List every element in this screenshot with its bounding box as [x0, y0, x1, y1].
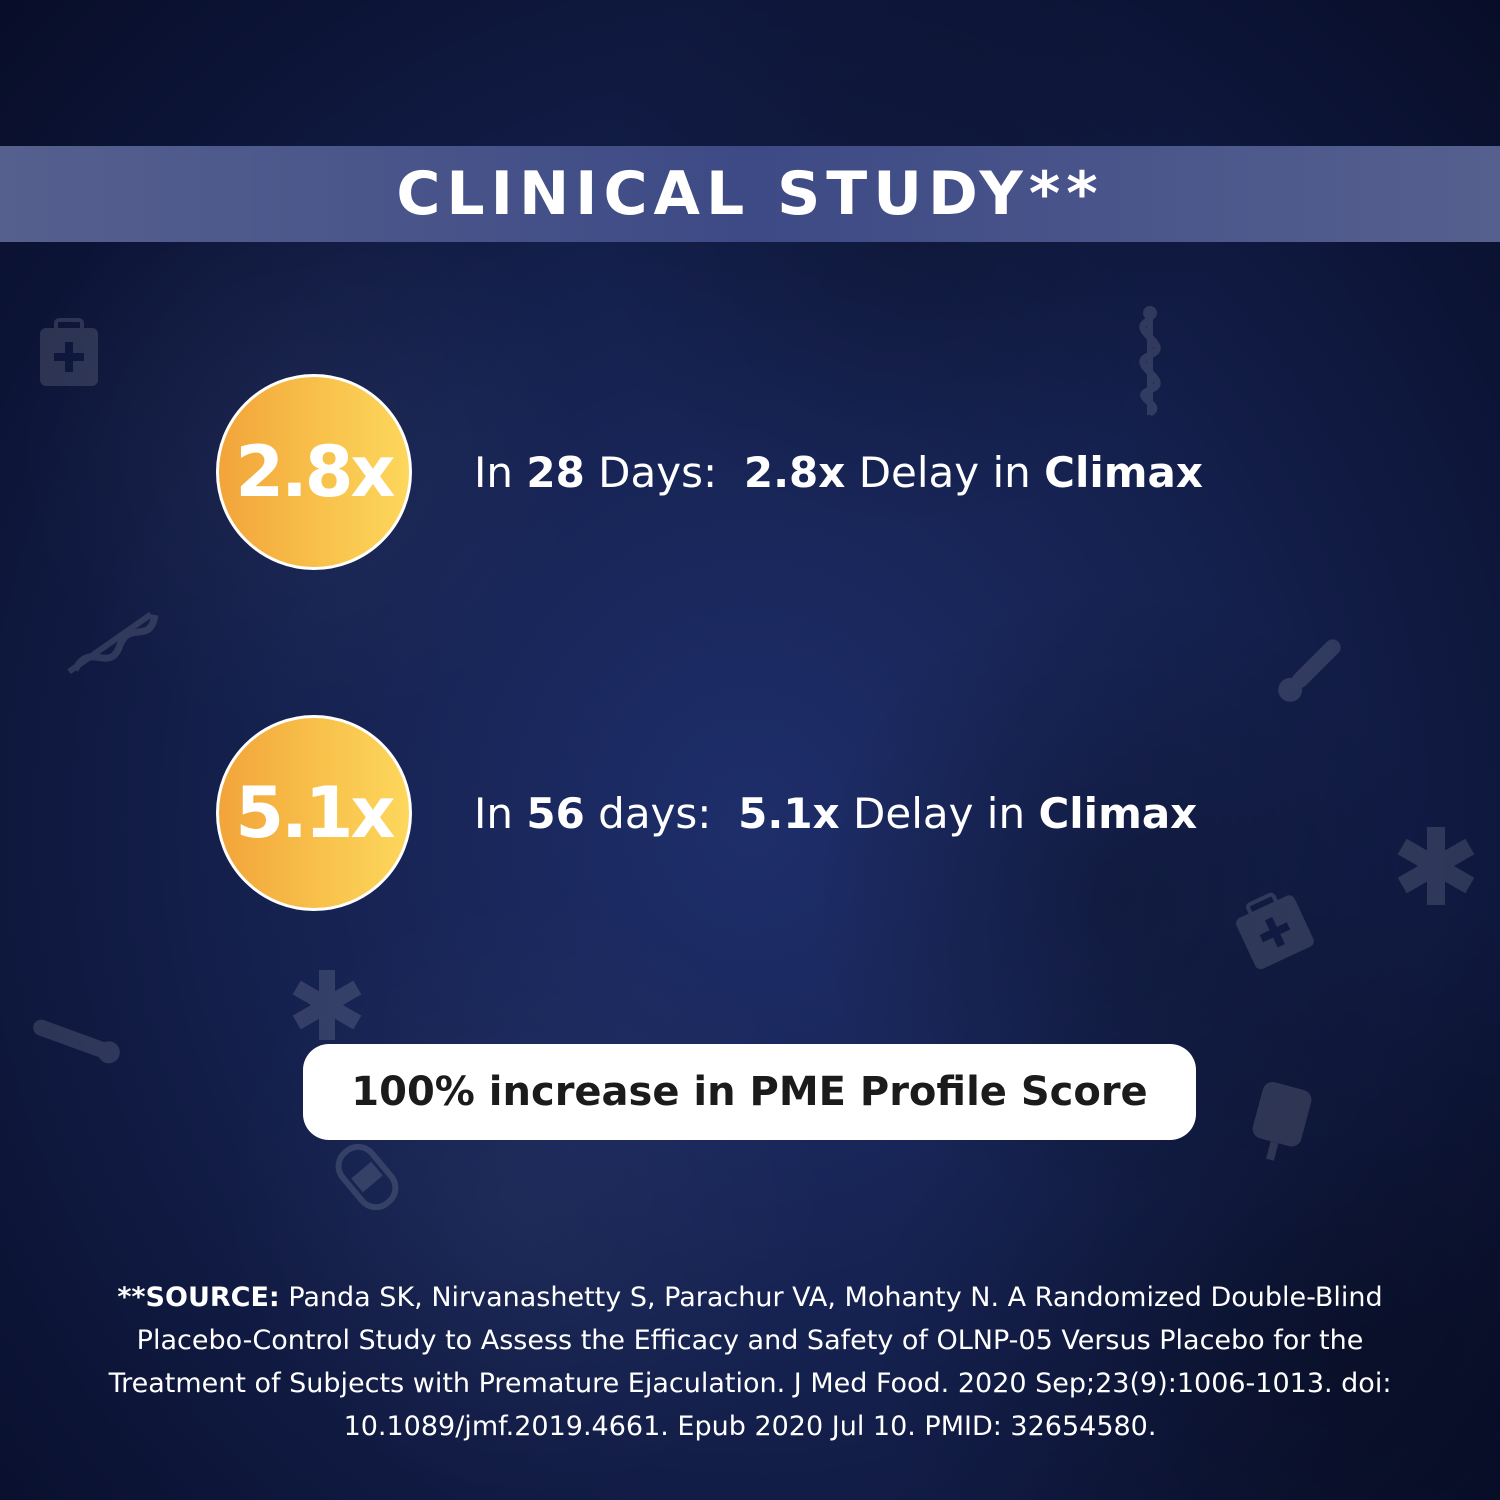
stat-description: In 28 Days: 2.8x Delay in Climax — [474, 448, 1203, 497]
stat-badge-value: 2.8x — [235, 431, 395, 513]
stat-badge: 2.8x — [216, 374, 412, 570]
first-aid-kit-icon — [40, 318, 98, 386]
thermometer-icon — [33, 1019, 120, 1064]
stat-badge: 5.1x — [216, 715, 412, 911]
stat-badge-value: 5.1x — [235, 772, 395, 854]
source-citation: **SOURCE: Panda SK, Nirvanashetty S, Par… — [95, 1276, 1405, 1448]
highlight-pill: 100% increase in PME Profile Score — [303, 1044, 1196, 1140]
iv-bag-icon — [1252, 1082, 1312, 1161]
stat-days-word: days: — [584, 788, 739, 838]
stat-multiplier: 5.1x — [738, 788, 840, 838]
stat-prefix: In — [474, 788, 527, 838]
page-title: CLINICAL STUDY** — [396, 159, 1104, 229]
stat-middle: Delay in — [839, 788, 1039, 838]
asterisk-icon — [292, 970, 362, 1040]
stat-row: 5.1x In 56 days: 5.1x Delay in Climax — [216, 713, 1197, 913]
stat-description: In 56 days: 5.1x Delay in Climax — [474, 789, 1197, 838]
stat-prefix: In — [474, 447, 527, 497]
bandage-icon — [335, 1143, 399, 1211]
highlight-text: 100% increase in PME Profile Score — [351, 1069, 1148, 1115]
stat-days-word: Days: — [584, 447, 744, 497]
stat-days: 28 — [526, 447, 585, 497]
thermometer-icon — [1278, 639, 1341, 702]
caduceus-icon — [67, 611, 159, 675]
stat-row: 2.8x In 28 Days: 2.8x Delay in Climax — [216, 372, 1203, 572]
stat-emphasis: Climax — [1038, 788, 1198, 838]
title-banner: CLINICAL STUDY** — [0, 146, 1500, 242]
stat-middle: Delay in — [845, 447, 1045, 497]
caduceus-icon — [1139, 306, 1161, 417]
stat-days: 56 — [526, 788, 585, 838]
stat-multiplier: 2.8x — [743, 447, 846, 497]
asterisk-icon — [1397, 827, 1475, 905]
stat-emphasis: Climax — [1044, 447, 1203, 497]
source-label: **SOURCE: — [117, 1282, 280, 1313]
source-text: Panda SK, Nirvanashetty S, Parachur VA, … — [108, 1282, 1392, 1442]
first-aid-kit-icon — [1236, 892, 1314, 970]
